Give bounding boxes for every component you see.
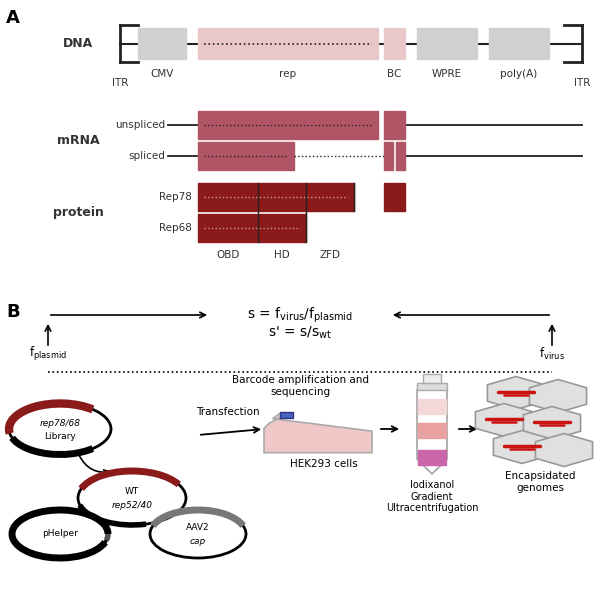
Bar bbox=[384, 182, 405, 211]
Polygon shape bbox=[475, 403, 533, 437]
Text: Library: Library bbox=[44, 432, 76, 441]
Text: pHelper: pHelper bbox=[42, 529, 78, 539]
Bar bbox=[198, 214, 306, 242]
Bar bbox=[418, 399, 446, 414]
Bar bbox=[138, 28, 186, 59]
Text: protein: protein bbox=[53, 206, 103, 218]
Bar bbox=[423, 373, 441, 383]
Text: spliced: spliced bbox=[128, 151, 165, 161]
Text: OBD: OBD bbox=[217, 250, 239, 260]
Bar bbox=[384, 28, 405, 59]
Polygon shape bbox=[264, 413, 372, 452]
Text: mRNA: mRNA bbox=[56, 134, 100, 147]
Text: Encapsidated
genomes: Encapsidated genomes bbox=[505, 471, 575, 493]
Polygon shape bbox=[535, 433, 593, 467]
Text: rep78/68: rep78/68 bbox=[40, 419, 80, 427]
Text: AAV2: AAV2 bbox=[186, 523, 210, 533]
Text: cap: cap bbox=[190, 537, 206, 546]
Bar bbox=[489, 28, 549, 59]
Text: rep52/40: rep52/40 bbox=[112, 501, 152, 510]
Bar bbox=[418, 423, 446, 438]
Text: poly(A): poly(A) bbox=[500, 68, 538, 79]
Bar bbox=[198, 28, 378, 59]
Text: BC: BC bbox=[388, 68, 401, 79]
Polygon shape bbox=[487, 377, 545, 409]
Polygon shape bbox=[493, 431, 551, 463]
Bar bbox=[198, 111, 378, 139]
Text: Barcode amplification and
sequencing: Barcode amplification and sequencing bbox=[232, 375, 368, 397]
Text: s' = s/s$_{\rm wt}$: s' = s/s$_{\rm wt}$ bbox=[268, 325, 332, 341]
Text: f$_{\rm plasmid}$: f$_{\rm plasmid}$ bbox=[29, 345, 67, 363]
Polygon shape bbox=[523, 407, 581, 439]
Bar bbox=[384, 142, 394, 170]
Text: s = f$_{\rm virus}$/f$_{\rm plasmid}$: s = f$_{\rm virus}$/f$_{\rm plasmid}$ bbox=[247, 305, 353, 325]
Text: CMV: CMV bbox=[151, 68, 173, 79]
Text: WPRE: WPRE bbox=[432, 68, 462, 79]
Text: Rep78: Rep78 bbox=[159, 191, 192, 202]
Text: ZFD: ZFD bbox=[320, 250, 341, 260]
Text: Transfection: Transfection bbox=[196, 407, 260, 417]
Text: unspliced: unspliced bbox=[115, 120, 165, 130]
Text: A: A bbox=[6, 10, 20, 28]
Text: B: B bbox=[6, 303, 20, 321]
Text: DNA: DNA bbox=[63, 37, 93, 50]
Text: ITR: ITR bbox=[112, 78, 128, 88]
Text: rep: rep bbox=[280, 68, 296, 79]
Bar bbox=[418, 450, 446, 465]
Text: HD: HD bbox=[274, 250, 290, 260]
Text: WT: WT bbox=[125, 487, 139, 497]
Bar bbox=[198, 142, 294, 170]
Polygon shape bbox=[417, 390, 447, 474]
Bar bbox=[417, 383, 447, 390]
Bar bbox=[395, 142, 405, 170]
Text: Iodixanol
Gradient
Ultracentrifugation: Iodixanol Gradient Ultracentrifugation bbox=[386, 480, 478, 513]
Polygon shape bbox=[280, 412, 293, 418]
Polygon shape bbox=[529, 379, 587, 413]
Text: ITR: ITR bbox=[574, 78, 590, 88]
Text: f$_{\rm virus}$: f$_{\rm virus}$ bbox=[539, 346, 565, 362]
Text: HEK293 cells: HEK293 cells bbox=[290, 459, 358, 469]
Bar bbox=[384, 111, 405, 139]
Bar bbox=[198, 182, 354, 211]
Text: Rep68: Rep68 bbox=[159, 223, 192, 233]
Bar bbox=[417, 28, 477, 59]
